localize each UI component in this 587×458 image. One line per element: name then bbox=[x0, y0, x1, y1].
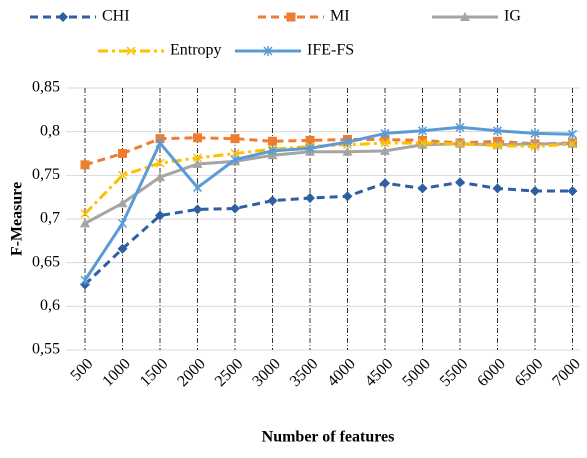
series-marker bbox=[567, 186, 578, 197]
series-marker bbox=[80, 275, 90, 286]
series-marker bbox=[192, 182, 203, 193]
x-tick-label: 1500 bbox=[137, 355, 172, 390]
series-marker bbox=[117, 218, 128, 229]
series-marker bbox=[455, 122, 465, 133]
legend-item: Entropy bbox=[98, 42, 222, 59]
y-tick-label: 0,65 bbox=[32, 253, 60, 270]
series-marker bbox=[492, 183, 503, 194]
y-tick-label: 0,85 bbox=[32, 79, 60, 96]
x-tick-label: 6500 bbox=[512, 355, 547, 390]
series-marker bbox=[380, 135, 390, 145]
x-axis-title: Number of features bbox=[262, 429, 395, 446]
x-tick-label: 6000 bbox=[474, 355, 509, 390]
series-marker bbox=[380, 178, 390, 189]
x-tick-label: 500 bbox=[67, 355, 96, 384]
y-tick-label: 0,6 bbox=[40, 297, 60, 314]
series-marker bbox=[155, 138, 165, 149]
legend-label: IFE-FS bbox=[307, 42, 354, 59]
series-marker bbox=[380, 138, 390, 148]
legend-item: CHI bbox=[30, 8, 130, 25]
series-line bbox=[83, 141, 573, 215]
x-tick-label: 1000 bbox=[99, 355, 134, 390]
series-marker bbox=[230, 203, 240, 214]
x-tick-label: 3500 bbox=[287, 355, 322, 390]
series-marker bbox=[342, 191, 353, 202]
series-marker bbox=[455, 177, 465, 188]
series-marker bbox=[492, 141, 503, 151]
y-tick-label: 0,8 bbox=[40, 122, 60, 139]
legend-item: IFE-FS bbox=[235, 42, 354, 59]
legend-marker bbox=[286, 12, 296, 22]
legend-label: IG bbox=[504, 8, 521, 25]
y-tick-label: 0,7 bbox=[40, 210, 60, 227]
series-marker bbox=[117, 243, 128, 254]
x-tick-label: 4500 bbox=[362, 355, 397, 390]
series-marker bbox=[417, 183, 428, 194]
series-marker bbox=[117, 198, 128, 208]
series-marker bbox=[380, 145, 390, 155]
series-marker bbox=[342, 146, 353, 156]
series-marker bbox=[80, 218, 90, 228]
series-marker bbox=[155, 172, 165, 182]
series-marker bbox=[380, 128, 390, 139]
series-marker bbox=[230, 134, 240, 144]
series-marker bbox=[230, 154, 240, 165]
series-line bbox=[83, 180, 573, 286]
series-marker bbox=[155, 158, 165, 168]
series-marker bbox=[192, 158, 203, 168]
x-tick-label: 2500 bbox=[212, 355, 247, 390]
series-marker bbox=[342, 137, 353, 148]
series-marker bbox=[305, 193, 315, 204]
legend-marker bbox=[263, 46, 273, 56]
series-marker bbox=[267, 145, 278, 156]
legend-item: MI bbox=[258, 8, 350, 25]
series-marker bbox=[305, 143, 315, 154]
series-marker bbox=[155, 210, 165, 221]
series-marker bbox=[192, 153, 203, 163]
legend-marker bbox=[126, 46, 136, 56]
series-line bbox=[84, 136, 573, 167]
x-tick-label: 2000 bbox=[174, 355, 209, 390]
x-tick-label: 7000 bbox=[549, 355, 584, 390]
series-line bbox=[84, 142, 573, 225]
series-marker bbox=[417, 125, 428, 136]
legend-marker bbox=[460, 12, 470, 21]
series-marker bbox=[530, 141, 540, 152]
series-marker bbox=[192, 204, 203, 215]
series-marker bbox=[117, 170, 128, 180]
series-marker bbox=[530, 186, 540, 197]
y-tick-label: 0,55 bbox=[32, 341, 60, 358]
series-marker bbox=[80, 160, 90, 170]
legend-item: IG bbox=[432, 8, 521, 25]
series-marker bbox=[267, 195, 278, 206]
legend-label: MI bbox=[330, 8, 350, 25]
legend-label: Entropy bbox=[170, 42, 222, 59]
x-tick-label: 3000 bbox=[249, 355, 284, 390]
legend-label: CHI bbox=[102, 8, 130, 25]
series-marker bbox=[305, 135, 315, 145]
series-marker bbox=[567, 129, 578, 140]
series-marker bbox=[455, 139, 465, 149]
series-marker bbox=[193, 133, 202, 143]
series-marker bbox=[492, 125, 503, 136]
series-marker bbox=[567, 139, 578, 149]
series-marker bbox=[268, 136, 277, 146]
series-marker bbox=[417, 138, 428, 148]
x-tick-label: 4000 bbox=[324, 355, 359, 390]
series-marker bbox=[118, 149, 127, 158]
series-marker bbox=[530, 128, 540, 139]
x-tick-label: 5000 bbox=[399, 355, 434, 390]
legend-marker bbox=[58, 12, 68, 22]
x-tick-label: 5500 bbox=[437, 355, 472, 390]
y-tick-label: 0,75 bbox=[32, 166, 60, 183]
y-axis-title: F-Measure bbox=[9, 182, 26, 256]
series-marker bbox=[80, 209, 90, 219]
series-line bbox=[83, 125, 573, 281]
